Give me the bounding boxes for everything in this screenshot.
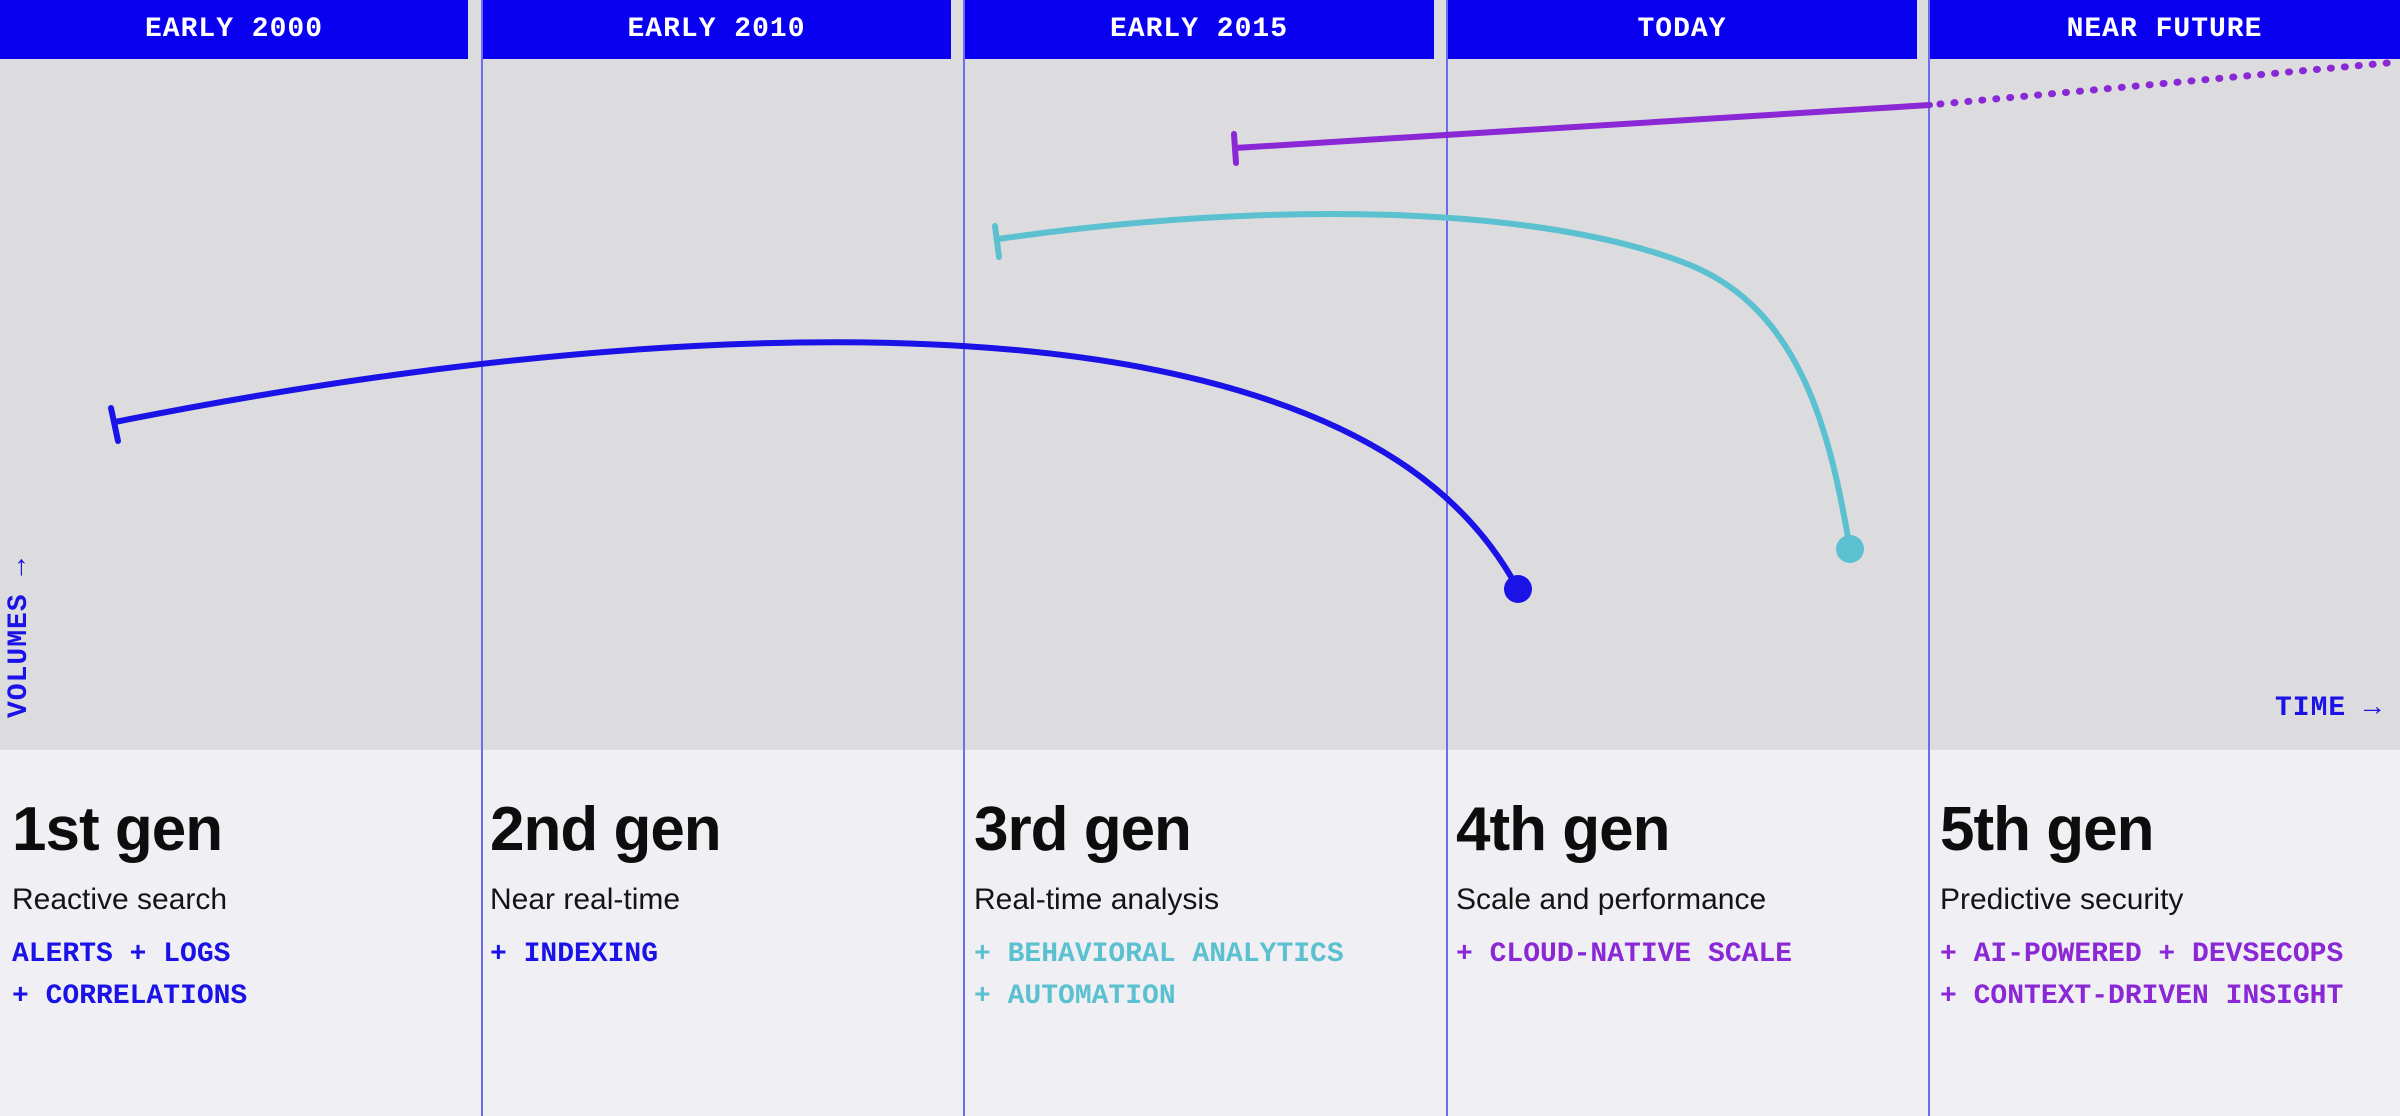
column-divider [963,0,965,1116]
gen-title: 5th gen [1940,795,2154,864]
arrow-right-icon: → [2364,693,2382,724]
gen-title: 3rd gen [974,795,1192,864]
x-axis-label: TIME → [2275,693,2382,724]
header-early-2010: EARLY 2010 [482,0,951,59]
gen-subtitle: Reactive search [12,883,228,916]
purple-line [1231,58,2400,166]
column-divider [481,0,483,1116]
header-early-2000: EARLY 2000 [0,0,468,59]
cyan-curve [992,210,1864,563]
gen-4: 4th gen Scale and performance + CLOUD-NA… [1456,790,1792,976]
gen-subtitle: Predictive security [1940,883,2184,916]
header-today: TODAY [1447,0,1917,59]
gen-feature: + CONTEXT-DRIVEN INSIGHT [1940,981,2344,1012]
header-early-2015: EARLY 2015 [964,0,1434,59]
gen-feature: + CLOUD-NATIVE SCALE [1456,939,1793,970]
gen-1: 1st gen Reactive search ALERTS + LOGS + … [12,790,247,1018]
evolution-curves [108,58,2400,603]
gen-subtitle: Real-time analysis [974,883,1220,916]
column-divider [1928,0,1930,1116]
gen-title: 4th gen [1456,795,1670,864]
gen-feature: ALERTS + LOGS [12,939,231,970]
gen-3: 3rd gen Real-time analysis + BEHAVIORAL … [974,790,1344,1018]
gen-feature: + INDEXING [490,939,659,970]
blue-curve [108,339,1532,603]
gen-2: 2nd gen Near real-time + INDEXING [490,790,722,976]
gen-subtitle: Near real-time [490,883,681,916]
gen-5: 5th gen Predictive security + AI-POWERED… [1940,790,2343,1018]
column-divider [1446,0,1448,1116]
y-axis-label: VOLUMES → [4,557,35,718]
gen-feature: + AI-POWERED + DEVSECOPS [1940,939,2344,970]
arrow-up-icon: → [4,557,35,576]
gen-title: 2nd gen [490,795,722,864]
gen-subtitle: Scale and performance [1456,883,1767,916]
gen-title: 1st gen [12,795,223,864]
header-near-future: NEAR FUTURE [1929,0,2400,59]
gen-feature: + AUTOMATION [974,981,1176,1012]
gen-feature: + CORRELATIONS [12,981,248,1012]
generations-panel [0,750,2400,1116]
gen-feature: + BEHAVIORAL ANALYTICS [974,939,1344,970]
